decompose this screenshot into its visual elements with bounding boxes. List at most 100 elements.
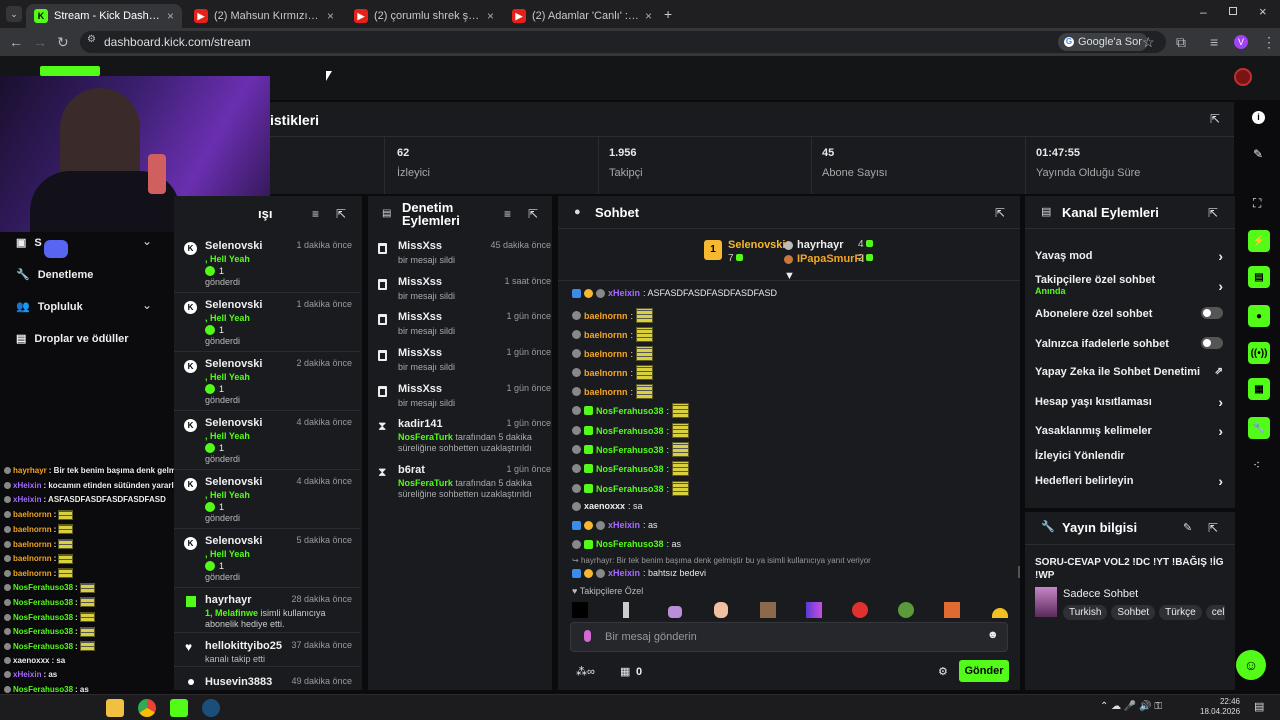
activity-username[interactable]: Selenovski	[205, 299, 263, 311]
emote-icon[interactable]	[636, 346, 654, 361]
microphone-icon[interactable]	[584, 630, 591, 642]
store-icon[interactable]: ▦	[620, 666, 631, 678]
reading-list-icon[interactable]: ≡	[1210, 34, 1219, 50]
chat-username[interactable]: baelnornn	[584, 329, 628, 340]
leaderboard-third[interactable]: IPapaSmurFI	[784, 253, 864, 265]
chrome-icon[interactable]	[138, 699, 156, 717]
emote-black-icon[interactable]	[572, 602, 588, 618]
tab-close-icon[interactable]: ×	[326, 9, 334, 23]
collapse-leaderboard-icon[interactable]: ▼	[784, 270, 795, 282]
minimize-icon[interactable]: –	[1200, 5, 1207, 19]
layout-button[interactable]: ▦	[1248, 378, 1270, 400]
tab-youtube-2[interactable]: ▶ (2) çorumlu shrek şakir !! - YouT ×	[346, 4, 502, 28]
expand-icon[interactable]: ⇱	[1208, 521, 1219, 535]
activity-username[interactable]: hellokittyibo25	[205, 640, 283, 652]
bookmark-star-icon[interactable]: ☆	[1142, 34, 1155, 50]
emote-pepe-icon[interactable]	[898, 602, 914, 618]
chat-input[interactable]: Bir mesaj gönderin ☻	[570, 622, 1008, 652]
category-name[interactable]: Sadece Sohbet	[1063, 588, 1139, 600]
chat-username[interactable]: NosFerahuso38	[596, 425, 664, 436]
chat-username[interactable]: xaenoxxx	[584, 501, 626, 511]
activity-username[interactable]: Husevin3883	[205, 676, 273, 688]
chat-username[interactable]: xHeixin	[608, 288, 641, 298]
tag-chip[interactable]: Turkish	[1063, 605, 1108, 620]
tag-chip[interactable]: Sohbet	[1111, 605, 1156, 620]
edit-icon[interactable]: ✎	[1253, 147, 1264, 161]
emoji-icon[interactable]: ☻	[987, 629, 999, 641]
expand-icon[interactable]: ⇱	[336, 207, 347, 221]
leaderboard-second[interactable]: hayrhayr	[784, 239, 843, 251]
broadcast-button[interactable]: ((•))	[1248, 342, 1270, 364]
timed-out-user[interactable]: kadir141	[398, 418, 443, 430]
channel-action-item[interactable]: İzleyici Yönlendir	[1035, 450, 1223, 462]
chat-username[interactable]: NosFerahuso38	[596, 444, 664, 455]
emote-bottle-icon[interactable]	[623, 602, 629, 618]
tag-chip[interactable]: Türkçe	[1159, 605, 1202, 620]
toggle-switch[interactable]	[1201, 307, 1223, 319]
leaderboard-first-name[interactable]: Selenovski	[728, 239, 786, 251]
channel-action-item[interactable]: Hesap yaşı kısıtlaması ›	[1035, 394, 1223, 410]
system-tray-icons[interactable]: ⌃ ☁ 🎤 🔊 ⚿	[1100, 701, 1163, 712]
chat-username[interactable]: NosFerahuso38	[596, 483, 664, 494]
timed-out-user[interactable]: b6rat	[398, 464, 425, 476]
emote-icon[interactable]	[636, 365, 654, 380]
emote-purple-icon[interactable]	[806, 602, 822, 618]
chat-username[interactable]: NosFerahuso38	[596, 405, 664, 416]
clipboard-button[interactable]: ▤	[1248, 266, 1270, 288]
kick-logo[interactable]	[40, 66, 100, 76]
expand-icon[interactable]: ⇱	[1210, 112, 1221, 126]
emote-icon[interactable]	[672, 481, 690, 496]
tag-chip[interactable]: cel	[1205, 605, 1225, 620]
chat-settings-icon[interactable]: ⚙	[938, 666, 948, 678]
window-close-icon[interactable]: ×	[1259, 4, 1267, 19]
chevron-right-icon[interactable]: ›	[1218, 473, 1223, 489]
chat-scrollbar[interactable]	[1018, 566, 1020, 578]
emote-girl-icon[interactable]	[714, 602, 728, 618]
chat-username[interactable]: baelnornn	[584, 367, 628, 378]
sidebar-item-community[interactable]: 👥 Topluluk	[16, 300, 156, 314]
tools-button[interactable]: 🔧	[1248, 417, 1270, 439]
moderator-name[interactable]: MissXss	[398, 382, 443, 395]
fullscreen-icon[interactable]: ⛶	[1253, 196, 1262, 210]
sidebar-item-drops[interactable]: ▤ Droplar ve ödüller	[16, 332, 129, 346]
channel-action-item[interactable]: Yalnızca ifadelerle sohbet	[1035, 337, 1223, 350]
activity-username[interactable]: Selenovski	[205, 358, 263, 370]
emote-cat-icon[interactable]	[668, 606, 682, 618]
activity-username[interactable]: Selenovski	[205, 240, 263, 252]
emote-icon[interactable]	[672, 403, 690, 418]
info-icon[interactable]: i	[1252, 111, 1265, 124]
activity-username[interactable]: Selenovski	[205, 535, 263, 547]
forward-icon[interactable]: →	[33, 34, 47, 50]
emote-icon[interactable]	[672, 423, 690, 438]
profile-avatar[interactable]: V	[1234, 35, 1248, 49]
google-lens-button[interactable]: G Google'a Sor	[1058, 33, 1148, 51]
maximize-icon[interactable]	[1229, 7, 1237, 15]
emote-icon[interactable]	[636, 384, 654, 399]
send-button[interactable]: Gönder	[959, 660, 1009, 682]
chat-username[interactable]: baelnornn	[584, 348, 628, 359]
tab-kick-dashboard[interactable]: K Stream - Kick Dashboard ×	[26, 4, 182, 28]
emote-hat-icon[interactable]	[992, 608, 1008, 618]
activity-username[interactable]: Selenovski	[205, 476, 263, 488]
user-avatar[interactable]	[1234, 68, 1252, 86]
sidebar-item-moderation[interactable]: 🔧 Denetleme	[16, 268, 93, 282]
expand-icon[interactable]: ⇱	[528, 207, 539, 221]
chat-username[interactable]: xHeixin	[608, 520, 641, 530]
emote-icon[interactable]	[636, 327, 654, 342]
extensions-icon[interactable]: ⧉	[1176, 34, 1186, 50]
channel-points-icon[interactable]: ⁂∞	[576, 666, 595, 678]
timeout-moderator[interactable]: NosFeraTurk	[398, 478, 453, 488]
chevron-down-icon[interactable]: ⌄	[142, 234, 153, 248]
filter-icon[interactable]: ≡	[312, 207, 320, 221]
expand-icon[interactable]: ⇱	[1208, 206, 1219, 220]
filter-icon[interactable]: ≡	[504, 207, 512, 221]
clock[interactable]: 22:46 18.04.2026	[1200, 697, 1240, 717]
tab-youtube-1[interactable]: ▶ (2) Mahsun Kırmızıgül - Azar Az ×	[186, 4, 342, 28]
new-tab-icon[interactable]: +	[664, 6, 673, 22]
activity-username[interactable]: hayrhayr	[205, 594, 252, 606]
activity-username[interactable]: Selenovski	[205, 417, 263, 429]
chat-username[interactable]: baelnornn	[584, 386, 628, 397]
tab-close-icon[interactable]: ×	[644, 9, 652, 23]
channel-action-item[interactable]: Yavaş mod ›	[1035, 248, 1223, 264]
site-info-icon[interactable]: ⚙	[87, 34, 96, 45]
